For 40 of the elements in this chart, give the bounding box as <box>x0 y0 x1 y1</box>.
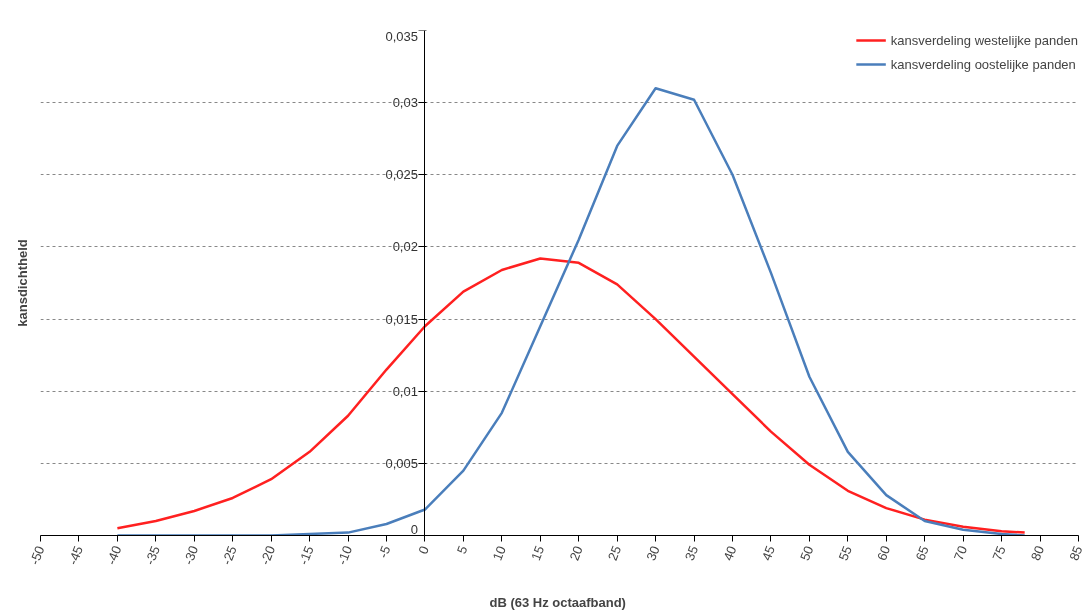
y-tick-label: 0,035 <box>385 28 418 44</box>
y-tick-label: 0,025 <box>385 167 418 183</box>
x-tick-label: 5 <box>453 543 471 556</box>
y-axis-title: kansdichtheld <box>14 239 30 327</box>
x-tick-label: 15 <box>528 543 548 563</box>
y-tick-label: 0,005 <box>385 455 418 471</box>
x-tick-label: 60 <box>874 543 894 563</box>
legend-label: kansverdeling westelijke panden <box>890 32 1078 48</box>
y-tick-label: 0,03 <box>392 95 418 111</box>
x-tick-label: -25 <box>218 543 240 567</box>
x-tick-label: -10 <box>334 543 356 567</box>
x-tick-label: -20 <box>257 543 279 567</box>
y-tick-label: 0,01 <box>392 383 418 399</box>
x-tick-label: 20 <box>566 543 586 563</box>
x-tick-label: -35 <box>142 543 163 567</box>
x-axis-title: dB (63 Hz octaafband) <box>489 595 626 611</box>
x-tick-label: 30 <box>643 543 663 563</box>
x-tick-label: 25 <box>604 543 625 563</box>
legend-label: kansverdeling oostelijke panden <box>890 56 1076 72</box>
x-tick-label: -40 <box>103 543 125 567</box>
x-tick-label: -15 <box>295 543 317 567</box>
y-tick-label: 0 <box>410 521 418 537</box>
x-tick-label: -45 <box>65 543 86 567</box>
x-tick-label: -5 <box>375 543 394 560</box>
x-tick-label: 85 <box>1066 543 1086 563</box>
x-tick-label: -30 <box>180 543 202 567</box>
x-tick-label: 35 <box>681 543 702 563</box>
x-tick-label: 80 <box>1027 543 1048 563</box>
x-tick-label: 0 <box>415 543 432 556</box>
x-tick-label: 40 <box>720 543 740 563</box>
y-tick-label: 0,015 <box>385 311 418 327</box>
x-tick-label: 55 <box>835 543 855 563</box>
x-tick-label: 70 <box>950 543 971 563</box>
y-tick-label: 0,02 <box>392 239 418 255</box>
x-tick-label: 10 <box>489 543 509 563</box>
x-tick-label: 65 <box>912 543 932 563</box>
x-tick-label: 45 <box>758 543 778 563</box>
x-tick-label: -50 <box>26 543 48 567</box>
x-tick-label: 75 <box>989 543 1009 563</box>
x-tick-label: 50 <box>797 543 817 563</box>
